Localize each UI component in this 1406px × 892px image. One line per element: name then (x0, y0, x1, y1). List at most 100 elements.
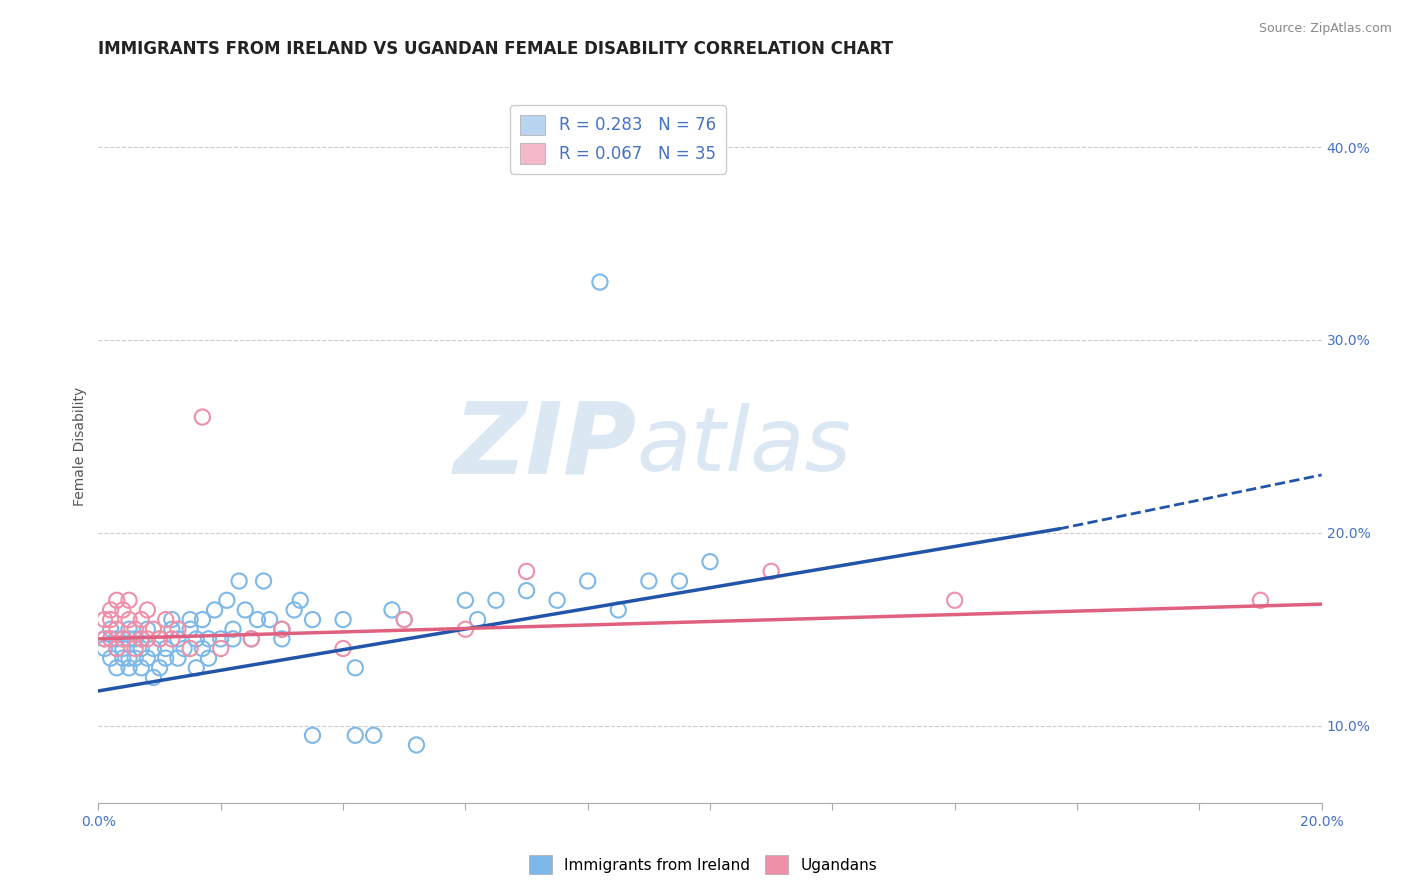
Point (167, 651, 190, 665)
Point (129, 613, 152, 627)
Point (124, 641, 146, 656)
Point (160, 622, 183, 636)
Point (111, 651, 134, 665)
Point (118, 613, 141, 627)
Point (179, 622, 201, 636)
Point (105, 593, 128, 607)
Point (516, 565, 538, 579)
Point (191, 613, 214, 627)
Point (100, 622, 122, 636)
Point (546, 593, 568, 607)
Point (516, 583, 538, 598)
Point (167, 622, 190, 636)
Point (129, 661, 152, 675)
Point (179, 613, 201, 627)
Point (209, 632, 232, 646)
Point (160, 632, 183, 646)
Point (246, 613, 269, 627)
Point (149, 632, 172, 646)
Point (485, 593, 508, 607)
Point (160, 613, 183, 627)
Point (93, 632, 115, 646)
Point (100, 632, 122, 646)
Point (191, 410, 214, 425)
Point (173, 641, 195, 656)
Point (167, 632, 190, 646)
Point (270, 632, 292, 646)
Text: IMMIGRANTS FROM IRELAND VS UGANDAN FEMALE DISABILITY CORRELATION CHART: IMMIGRANTS FROM IRELAND VS UGANDAN FEMAL… (98, 40, 893, 58)
Point (332, 641, 354, 656)
Point (332, 613, 354, 627)
Legend: R = 0.283   N = 76, R = 0.067   N = 35: R = 0.283 N = 76, R = 0.067 N = 35 (510, 104, 725, 174)
Point (136, 632, 159, 646)
Point (129, 641, 152, 656)
Point (222, 632, 245, 646)
Point (252, 574, 274, 588)
Point (191, 641, 214, 656)
Point (155, 613, 177, 627)
Point (576, 574, 599, 588)
Point (301, 613, 323, 627)
Point (100, 603, 122, 617)
Point (215, 593, 238, 607)
Point (100, 613, 122, 627)
Point (105, 641, 128, 656)
Legend: Immigrants from Ireland, Ugandans: Immigrants from Ireland, Ugandans (523, 849, 883, 880)
Point (142, 670, 165, 684)
Point (136, 651, 159, 665)
Point (142, 641, 165, 656)
Point (111, 603, 134, 617)
Point (222, 622, 245, 636)
Y-axis label: Female Disability: Female Disability (73, 386, 87, 506)
Point (111, 632, 134, 646)
Point (155, 641, 177, 656)
Point (142, 622, 165, 636)
Point (124, 651, 146, 665)
Point (129, 632, 152, 646)
Point (124, 622, 146, 636)
Point (363, 728, 385, 742)
Point (186, 661, 208, 675)
Point (118, 661, 141, 675)
Point (392, 613, 416, 627)
Point (105, 661, 128, 675)
Point (136, 622, 159, 636)
Point (136, 603, 159, 617)
Point (105, 632, 128, 646)
Point (259, 613, 281, 627)
Point (197, 651, 219, 665)
Point (637, 574, 661, 588)
Point (233, 603, 256, 617)
Point (344, 661, 367, 675)
Point (467, 613, 489, 627)
Point (93, 632, 115, 646)
Point (301, 728, 323, 742)
Point (392, 613, 416, 627)
Point (943, 593, 966, 607)
Point (270, 622, 292, 636)
Point (118, 651, 141, 665)
Point (111, 632, 134, 646)
Point (179, 641, 201, 656)
Point (240, 632, 263, 646)
Point (381, 603, 404, 617)
Text: atlas: atlas (637, 403, 852, 489)
Point (100, 632, 122, 646)
Point (111, 641, 134, 656)
Text: Source: ZipAtlas.com: Source: ZipAtlas.com (1258, 22, 1392, 36)
Point (204, 603, 226, 617)
Point (100, 651, 122, 665)
Point (270, 622, 292, 636)
Point (589, 275, 612, 289)
Point (344, 728, 367, 742)
Point (668, 574, 690, 588)
Point (290, 593, 312, 607)
Point (405, 738, 427, 752)
Point (105, 622, 128, 636)
Point (454, 593, 477, 607)
Point (118, 632, 141, 646)
Point (209, 641, 232, 656)
Point (93, 641, 115, 656)
Point (118, 622, 141, 636)
Point (105, 641, 128, 656)
